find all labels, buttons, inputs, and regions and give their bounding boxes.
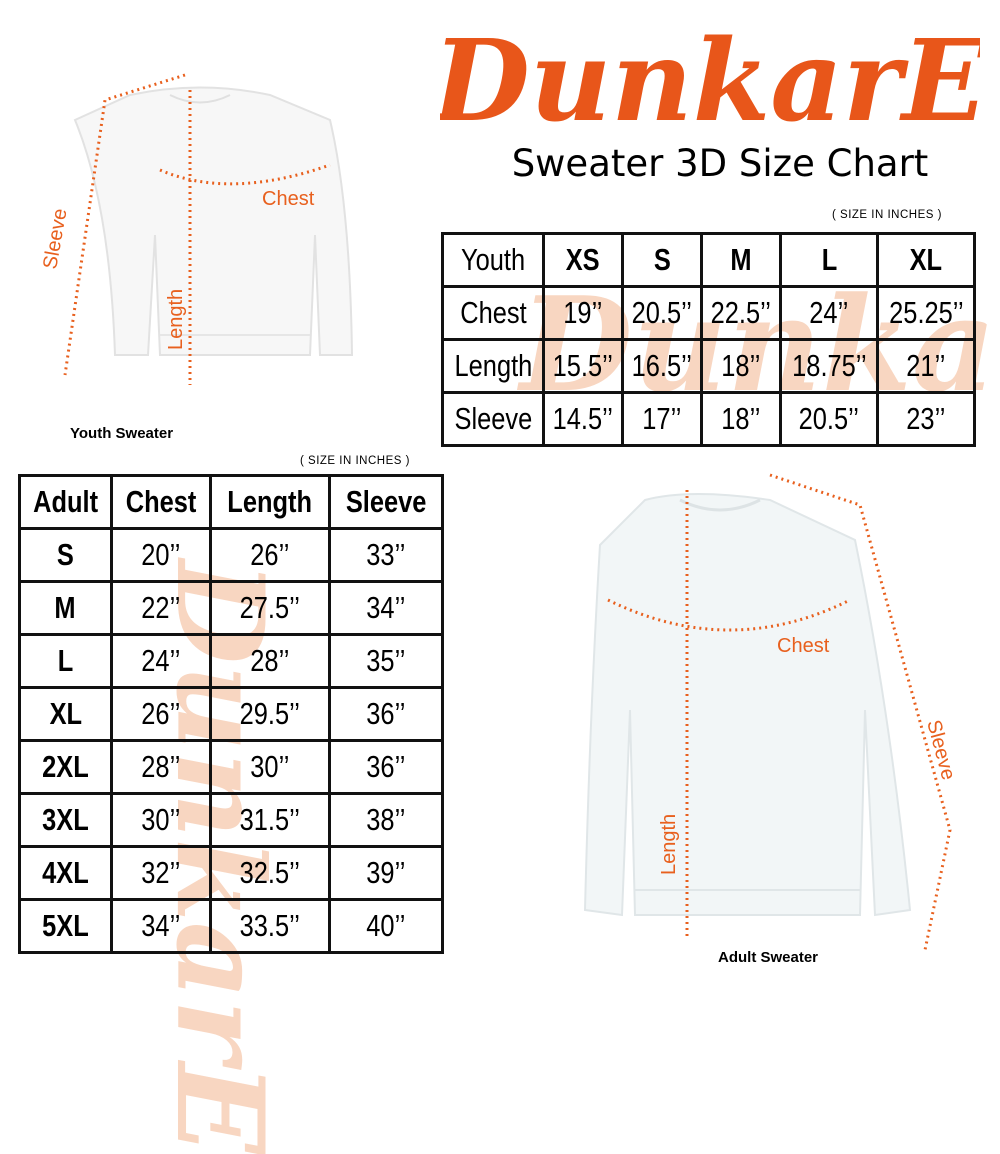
brand-logo: DunkarE (440, 16, 980, 147)
adult-sweater-figure: Chest Length Sleeve (583, 473, 959, 951)
header-cell: Chest (109, 474, 213, 530)
cell: 20.5’’ (621, 285, 704, 341)
cell: 25.25’’ (876, 285, 976, 341)
youth-chest-label: Chest (262, 188, 315, 210)
size-cell: S (18, 527, 113, 583)
page-title: Sweater 3D Size Chart (511, 142, 929, 185)
cell: 28’’ (209, 633, 331, 689)
youth-units-note: ( SIZE IN INCHES ) (832, 209, 942, 221)
cell: 38’’ (327, 792, 445, 848)
header-cell: XL (876, 232, 976, 288)
cell: 32.5’’ (209, 845, 331, 901)
header-cell: M (700, 232, 783, 288)
adult-sweater-shape (583, 493, 912, 917)
cell: 35’’ (327, 633, 445, 689)
cell: 19’’ (542, 285, 625, 341)
cell: 26’’ (109, 686, 213, 742)
cell: 29.5’’ (209, 686, 331, 742)
youth-sweater-shape (73, 86, 354, 356)
cell: 28’’ (109, 739, 213, 795)
youth-sweater-figure: Chest Length Sleeve (39, 73, 354, 385)
table-row: 3XL 30’’ 31.5’’ 38’’ (18, 792, 445, 848)
table-row: Length 15.5’’ 16.5’’ 18’’ 18.75’’ 21’’ (440, 338, 976, 394)
adult-units-note: ( SIZE IN INCHES ) (300, 455, 410, 467)
cell: 14.5’’ (542, 391, 625, 447)
adult-length-label: Length (658, 814, 680, 875)
table-row: M 22’’ 27.5’’ 34’’ (18, 580, 445, 636)
table-row: Sleeve 14.5’’ 17’’ 18’’ 20.5’’ 23’’ (440, 391, 976, 447)
cell: 40’’ (327, 898, 445, 954)
cell: 18.75’’ (779, 338, 880, 394)
adult-size-table: Adult Chest Length Sleeve S 20’’ 26’’ 33’’ M… (18, 474, 445, 954)
youth-chest-measure (159, 163, 331, 186)
cell: 21’’ (876, 338, 976, 394)
size-cell: 5XL (18, 898, 113, 954)
cell: 34’’ (109, 898, 213, 954)
adult-chest-measure (607, 598, 851, 632)
header-cell: L (779, 232, 880, 288)
cell: 33.5’’ (209, 898, 331, 954)
cell: 22.5’’ (700, 285, 783, 341)
cell: 26’’ (209, 527, 331, 583)
cell: 23’’ (876, 391, 976, 447)
size-cell: L (18, 633, 113, 689)
cell: 16.5’’ (621, 338, 704, 394)
cell: 39’’ (327, 845, 445, 901)
cell: 36’’ (327, 739, 445, 795)
cell: Length (440, 338, 546, 394)
youth-length-label: Length (165, 289, 187, 350)
table-header-row: Adult Chest Length Sleeve (18, 474, 445, 530)
cell: 30’’ (109, 792, 213, 848)
table-row: Chest 19’’ 20.5’’ 22.5’’ 24’’ 25.25’’ (440, 285, 976, 341)
table-header-row: Youth XS S M L XL (440, 232, 976, 288)
cell: 17’’ (621, 391, 704, 447)
table-row: 4XL 32’’ 32.5’’ 39’’ (18, 845, 445, 901)
size-cell: 3XL (18, 792, 113, 848)
cell: 36’’ (327, 686, 445, 742)
table-row: 5XL 34’’ 33.5’’ 40’’ (18, 898, 445, 954)
table-row: L 24’’ 28’’ 35’’ (18, 633, 445, 689)
cell: 20’’ (109, 527, 213, 583)
size-cell: 4XL (18, 845, 113, 901)
cell: 30’’ (209, 739, 331, 795)
table-row: XL 26’’ 29.5’’ 36’’ (18, 686, 445, 742)
adult-sweater-label: Adult Sweater (718, 949, 819, 966)
size-cell: M (18, 580, 113, 636)
size-cell: 2XL (18, 739, 113, 795)
cell: 24’’ (109, 633, 213, 689)
header-cell: S (621, 232, 704, 288)
header-cell: Length (209, 474, 331, 530)
youth-sweater-label: Youth Sweater (70, 425, 174, 442)
header-cell: Youth (440, 232, 546, 288)
cell: 32’’ (109, 845, 213, 901)
cell: 33’’ (327, 527, 445, 583)
cell: 27.5’’ (209, 580, 331, 636)
brand-logo-text: DunkarE (440, 16, 980, 147)
cell: Chest (440, 285, 546, 341)
cell: 24’’ (779, 285, 880, 341)
cell: 31.5’’ (209, 792, 331, 848)
adult-chest-label: Chest (777, 635, 830, 657)
table-row: S 20’’ 26’’ 33’’ (18, 527, 445, 583)
cell: 22’’ (109, 580, 213, 636)
cell: 18’’ (700, 338, 783, 394)
header-cell: Sleeve (327, 474, 445, 530)
youth-sleeve-label: Sleeve (39, 207, 71, 271)
header-cell: Adult (18, 474, 113, 530)
cell: 34’’ (327, 580, 445, 636)
cell: 20.5’’ (779, 391, 880, 447)
cell: Sleeve (440, 391, 546, 447)
header-cell: XS (542, 232, 625, 288)
cell: 18’’ (700, 391, 783, 447)
table-row: 2XL 28’’ 30’’ 36’’ (18, 739, 445, 795)
cell: 15.5’’ (542, 338, 625, 394)
youth-size-table: Youth XS S M L XL Chest 19’’ 20.5’’ 22.5… (440, 232, 976, 447)
size-cell: XL (18, 686, 113, 742)
adult-sleeve-measure (769, 473, 952, 951)
